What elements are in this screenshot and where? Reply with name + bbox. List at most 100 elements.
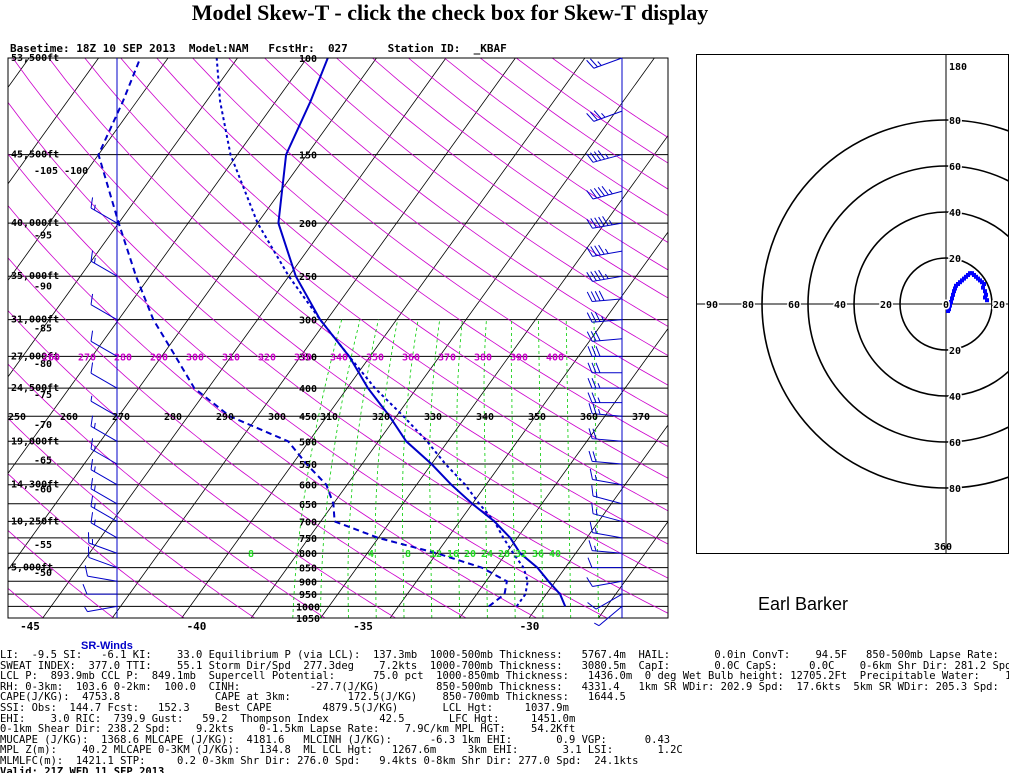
theta-label: 270 <box>78 352 96 363</box>
sr-wind-barb <box>90 458 118 486</box>
hodograph-ring-label: 20 <box>949 346 961 357</box>
wind-barb <box>588 428 623 442</box>
hodograph-top-label: 180 <box>949 62 967 73</box>
hodograph-chart: 80 60 40 20 20 40 60 80 180 360 90 80 60 40 20 0 20 <box>696 54 1009 554</box>
pressure-label: 700 <box>299 517 317 528</box>
index-line: EHI: 3.0 RIC: 739.9 Gust: 59.2 Thompson … <box>0 712 576 725</box>
hodograph-point <box>946 309 950 313</box>
moist-label: 24 <box>481 549 493 560</box>
wind-barb <box>586 110 623 122</box>
wind-barb <box>587 557 622 569</box>
author-credit: Earl Barker <box>758 594 849 614</box>
isotherm-line <box>8 58 238 378</box>
dry-adiabat-line <box>8 363 326 618</box>
theta-label: 390 <box>510 352 528 363</box>
pressure-label: 100 <box>299 54 317 65</box>
sr-wind-barb <box>90 395 118 417</box>
moist-adiabat-line <box>429 319 441 618</box>
hodograph-axis-label: 40 <box>834 300 846 311</box>
isotherm-line <box>8 58 377 571</box>
theta-label: 350 <box>366 352 384 363</box>
hodograph-point <box>950 296 954 301</box>
hodograph-point <box>954 283 958 288</box>
height-label: 40,000ft <box>11 218 59 229</box>
page-title: Model Skew-T - click the check box for S… <box>191 0 709 25</box>
dry-adiabat-line <box>444 58 668 217</box>
left-temp-label: -70 <box>34 420 52 431</box>
hodograph-point <box>953 286 957 291</box>
left-temp-label: -50 <box>34 568 52 579</box>
left-temp-label: -55 <box>34 540 52 551</box>
temperature-tick-label: -30 <box>520 620 540 633</box>
theta-label: 370 <box>438 352 456 363</box>
hodograph-ring-label: 60 <box>949 438 961 449</box>
left-temp-label: -85 <box>34 323 52 334</box>
wind-barb <box>589 522 623 539</box>
dry-adiabat-line <box>8 473 185 618</box>
height-label: 45,500ft <box>11 150 59 161</box>
dewpoint-profile-line <box>97 58 509 608</box>
theta-label: 400 <box>546 352 564 363</box>
theta-label: 340 <box>330 352 348 363</box>
theta-label-lower: 260 <box>60 412 78 423</box>
wind-barb <box>589 468 623 486</box>
moist-adiabat-line <box>510 319 516 618</box>
isotherm-line <box>8 58 30 88</box>
pressure-label: 550 <box>299 460 317 471</box>
hodograph-point <box>948 303 952 308</box>
wind-barb <box>586 216 623 229</box>
pressure-label: 450 <box>299 412 317 423</box>
moist-label: 28 <box>498 549 510 560</box>
wind-barb <box>586 150 623 163</box>
sr-wind-barb <box>84 605 118 613</box>
hodograph-point <box>981 285 985 290</box>
hodograph-ring-label: 40 <box>949 392 961 403</box>
isotherm-line <box>598 520 668 618</box>
index-line: LI: -9.5 SI: -6.1 KI: 33.0 Equilibrium P… <box>0 650 1009 661</box>
stability-indices-panel: LI: -9.5 SI: -6.1 KI: 33.0 Equilibrium P… <box>0 650 1009 773</box>
sr-winds-label: SR-Winds <box>81 640 133 652</box>
dry-adiabat-line <box>12 58 668 579</box>
hodograph-axis-label: 20 <box>993 300 1005 311</box>
moist-adiabat-line <box>456 319 463 618</box>
sr-wind-barb <box>84 565 118 582</box>
hodograph-point <box>951 292 955 297</box>
wind-barb <box>587 362 622 374</box>
hodograph-bottom-label: 360 <box>934 542 952 553</box>
wind-barb <box>587 392 622 404</box>
dry-adiabat-line <box>8 587 44 618</box>
pressure-label: 150 <box>299 151 317 162</box>
sr-wind-barb <box>90 478 118 505</box>
station-label: Station ID: <box>387 42 461 55</box>
left-temp-label: -105 -100 <box>34 166 88 177</box>
plot-frame <box>7 57 669 619</box>
moist-adiabat-line <box>347 319 379 618</box>
theta-label-lower: 300 <box>268 412 286 423</box>
theta-label: 310 <box>222 352 240 363</box>
temperature-tick-label: -40 <box>187 620 207 633</box>
pressure-label: 800 <box>299 549 317 560</box>
dry-adiabat-line <box>264 58 668 356</box>
dry-adiabat-line <box>8 529 115 618</box>
theta-label: 300 <box>186 352 204 363</box>
wind-barb <box>591 502 623 522</box>
left-temp-label: -60 <box>34 485 52 496</box>
fcsthr-value: 027 <box>327 42 348 55</box>
sr-wind-barb <box>90 495 118 522</box>
dry-adiabat-line <box>8 417 255 618</box>
sr-wind-barb <box>90 293 118 321</box>
pressure-label: 350 <box>299 352 317 363</box>
wind-barb <box>586 269 623 282</box>
height-label: 31,000ft <box>11 315 59 326</box>
index-line: SWEAT INDEX: 377.0 TTI: 55.1 Storm Dir/S… <box>0 659 1009 672</box>
model-value: NAM <box>228 42 249 55</box>
height-label: 10,250ft <box>11 516 59 527</box>
temperature-tick-label: -45 <box>20 620 40 633</box>
theta-label-lower: 350 <box>528 412 546 423</box>
index-line: MUCAPE (J/KG): 1368.6 MLCAPE (J/KG): 418… <box>0 733 671 746</box>
index-line: SSI: Obs: 144.7 Fcst: 152.3 Best CAPE 48… <box>0 701 569 714</box>
height-label: 19,000ft <box>11 436 59 447</box>
pressure-label: 850 <box>299 564 317 575</box>
pressure-label: 900 <box>299 577 317 588</box>
theta-label: 330 <box>294 352 312 363</box>
